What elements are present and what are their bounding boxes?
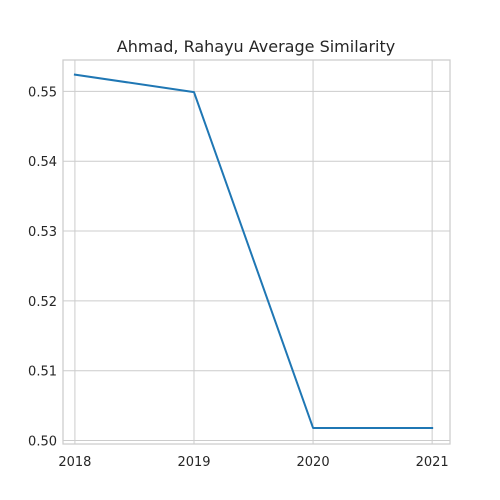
x-tick-label: 2018 [58,455,91,470]
y-tick-label: 0.53 [28,225,57,240]
series-lines [73,73,434,429]
grid-lines [63,60,450,444]
x-tick-label: 2019 [177,455,210,470]
y-tick-label: 0.50 [28,435,57,450]
x-tick-label: 2021 [416,455,449,470]
x-axis-tick-labels: 2018 2019 2020 2021 [58,455,448,470]
y-tick-label: 0.54 [28,155,57,170]
y-tick-label: 0.55 [28,85,57,100]
series-line [73,73,434,429]
y-axis-tick-labels: 0.50 0.51 0.52 0.53 0.54 0.55 [28,85,57,449]
chart-title: Ahmad, Rahayu Average Similarity [117,37,395,56]
plot-area-frame [62,59,451,445]
x-tick-label: 2020 [297,455,330,470]
y-tick-label: 0.52 [28,295,57,310]
y-tick-label: 0.51 [28,365,57,380]
